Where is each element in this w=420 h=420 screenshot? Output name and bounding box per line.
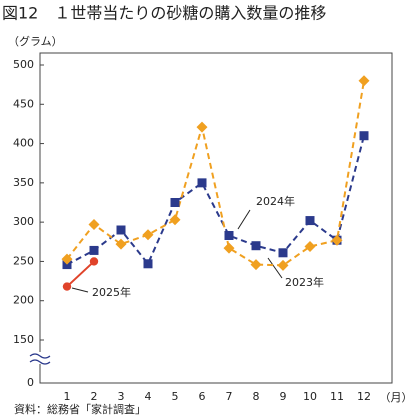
y-tick-label: 400: [13, 137, 34, 150]
marker: [197, 178, 207, 188]
leader-line: [71, 287, 89, 293]
y-tick-label: 250: [13, 254, 34, 267]
source: 資料：総務省「家計調査」: [14, 402, 146, 416]
series-label: 2025年: [92, 285, 131, 299]
series-label: 2023年: [285, 275, 324, 289]
y-tick-label: 450: [13, 97, 34, 110]
marker: [196, 121, 208, 133]
axis-break: [29, 352, 51, 365]
series-line: [66, 80, 365, 267]
series-line: [66, 260, 95, 288]
series-line: [66, 135, 365, 266]
x-tick-label: 12: [357, 390, 371, 403]
y-tick-label: 0: [27, 376, 34, 389]
marker: [89, 245, 99, 255]
marker: [61, 253, 73, 265]
marker: [250, 259, 262, 271]
x-tick-label: 9: [280, 390, 287, 403]
x-tick-label: 8: [253, 390, 260, 403]
marker: [116, 225, 126, 235]
marker: [359, 131, 369, 141]
marker: [251, 241, 261, 251]
marker: [62, 282, 72, 291]
marker: [277, 259, 289, 271]
y-tick-label: 150: [13, 333, 34, 346]
x-tick-label: 5: [172, 390, 179, 403]
x-axis-label: （月）: [380, 391, 413, 404]
x-tick-label: 11: [330, 390, 344, 403]
y-tick-label: 200: [13, 294, 34, 307]
series-label: 2024年: [256, 194, 295, 208]
marker: [169, 214, 181, 226]
marker: [142, 229, 154, 241]
x-tick-label: 2: [91, 390, 98, 403]
marker: [143, 259, 153, 269]
x-tick-label: 6: [199, 390, 206, 403]
plot-frame: [39, 52, 393, 384]
x-tick-label: 1: [64, 390, 71, 403]
marker: [331, 234, 343, 246]
y-tick-label: 500: [13, 58, 34, 71]
marker: [223, 242, 235, 254]
marker: [278, 248, 288, 258]
leader-line: [237, 209, 251, 230]
marker: [358, 75, 370, 87]
marker: [115, 238, 127, 250]
marker: [304, 241, 316, 252]
chart-title: 図12 １世帯当たりの砂糖の購入数量の推移: [2, 4, 326, 23]
marker: [89, 257, 99, 266]
x-tick-label: 3: [118, 390, 125, 403]
y-axis-label: （グラム）: [8, 34, 63, 48]
marker: [88, 219, 100, 230]
marker: [224, 231, 234, 240]
y-tick-label: 300: [13, 215, 34, 228]
leader-line: [267, 257, 283, 279]
marker: [305, 216, 315, 226]
x-tick-label: 7: [226, 390, 233, 403]
marker: [170, 198, 180, 207]
x-tick-label: 4: [145, 390, 152, 403]
y-tick-label: 350: [13, 176, 34, 189]
x-tick-label: 10: [303, 390, 317, 403]
